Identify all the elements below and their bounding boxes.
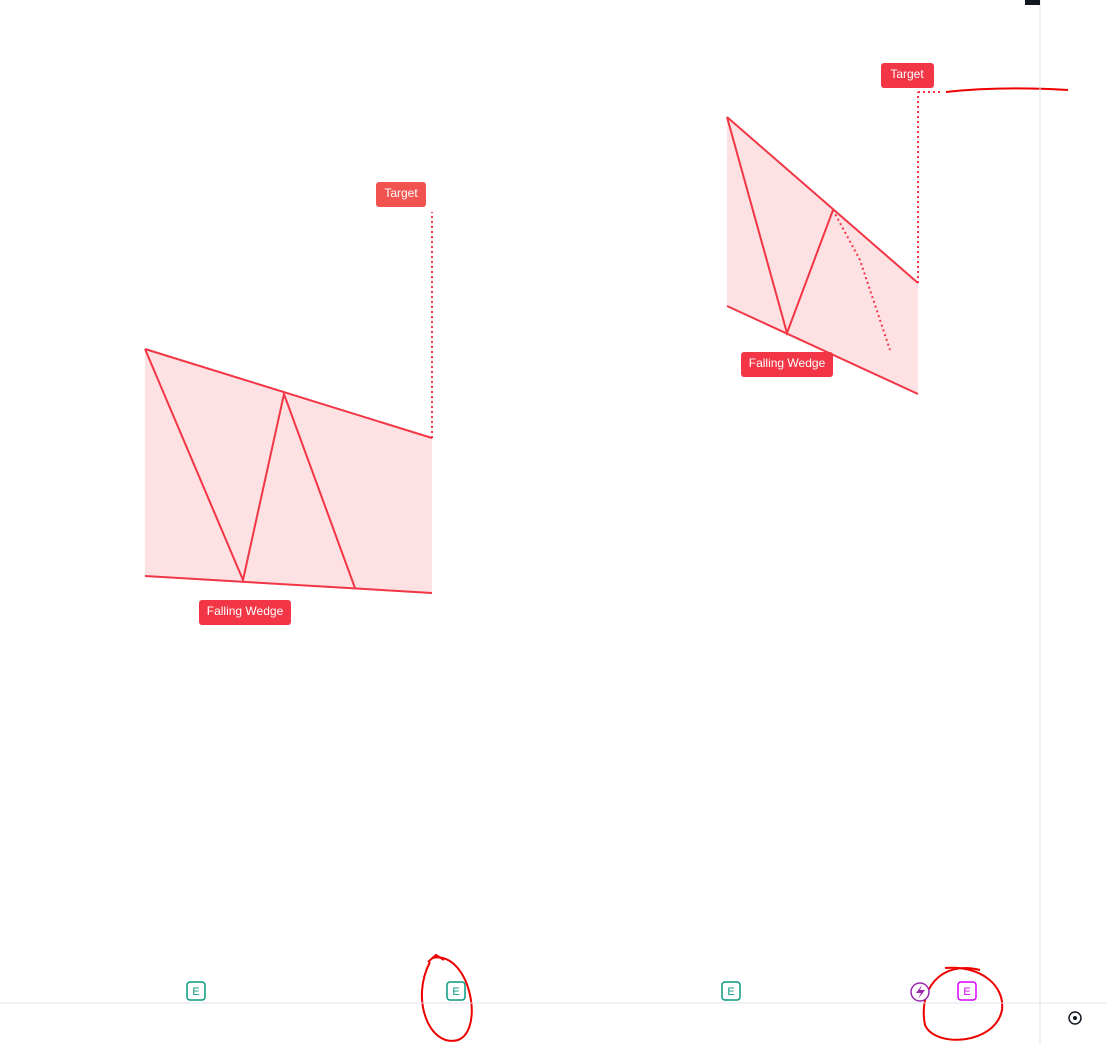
wedge-line bbox=[144, 348, 433, 439]
wedge-line bbox=[726, 305, 919, 395]
wedge-fill bbox=[727, 117, 918, 394]
settings-icon[interactable] bbox=[1068, 1011, 1082, 1025]
earnings-letter: E bbox=[727, 986, 734, 998]
pattern-box bbox=[741, 352, 833, 377]
corner-handle bbox=[1025, 0, 1040, 5]
hand-drawn-arrow bbox=[427, 953, 445, 963]
target-label: Target bbox=[384, 186, 418, 200]
wedge-zigzag bbox=[726, 116, 834, 337]
earnings-letter: E bbox=[452, 986, 459, 998]
wedge-line bbox=[144, 575, 433, 594]
target-box bbox=[376, 182, 426, 207]
pattern-box bbox=[199, 600, 291, 625]
settings-icon-dot bbox=[1073, 1016, 1077, 1020]
pattern-label: Falling Wedge bbox=[207, 604, 284, 618]
falling-wedge-drawing: Target Falling Wedge bbox=[726, 63, 940, 395]
target-box bbox=[881, 63, 934, 88]
falling-wedge-drawing: Target Falling Wedge bbox=[144, 182, 433, 625]
earnings-icon[interactable] bbox=[186, 981, 206, 1001]
earnings-icon[interactable] bbox=[721, 981, 741, 1001]
earnings-markers: E E E E bbox=[186, 981, 977, 1002]
hand-drawn-line bbox=[945, 87, 1069, 93]
wedge-fill bbox=[145, 349, 432, 593]
earnings-icon[interactable] bbox=[957, 981, 977, 1001]
wedge-line bbox=[726, 116, 919, 284]
earnings-letter: E bbox=[192, 986, 199, 998]
earnings-letter: E bbox=[963, 986, 970, 998]
earnings-icon[interactable] bbox=[446, 981, 466, 1001]
hand-drawn-circle bbox=[421, 956, 473, 1042]
hand-drawn-circle bbox=[922, 966, 1004, 1041]
wedge-zigzag bbox=[832, 209, 891, 351]
pattern-label: Falling Wedge bbox=[749, 356, 826, 370]
target-label: Target bbox=[890, 67, 924, 81]
wedge-zigzag bbox=[144, 348, 356, 589]
dividend-glyph bbox=[916, 985, 925, 999]
